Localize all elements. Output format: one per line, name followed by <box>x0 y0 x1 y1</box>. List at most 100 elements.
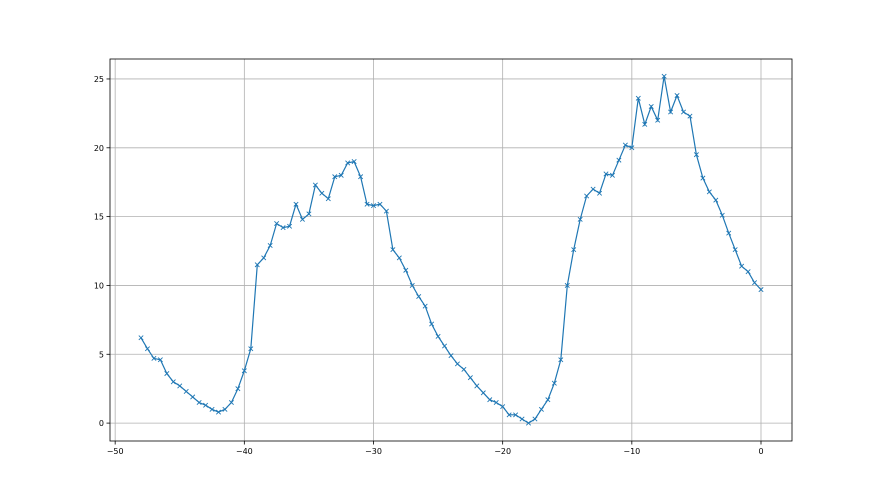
data-point <box>274 220 280 227</box>
data-point <box>726 230 732 236</box>
data-point <box>429 321 435 327</box>
data-point <box>545 397 551 403</box>
data-point <box>358 174 364 180</box>
data-point <box>190 394 196 400</box>
data-point <box>299 216 305 222</box>
data-point <box>370 203 377 209</box>
data-point <box>306 211 312 217</box>
data-point <box>467 375 473 381</box>
data-point <box>674 92 680 98</box>
data-point <box>642 121 648 127</box>
plot-frame <box>109 58 793 442</box>
data-point <box>668 109 674 115</box>
x-tick-label: −30 <box>365 447 382 456</box>
data-point <box>442 343 448 349</box>
data-point <box>603 171 609 177</box>
data-point <box>325 196 331 202</box>
data-point <box>487 397 493 403</box>
data-point <box>215 409 222 415</box>
series-line <box>140 76 762 424</box>
data-point <box>203 402 209 408</box>
data-point <box>493 399 499 405</box>
data-point <box>183 388 189 394</box>
data-point <box>332 174 338 180</box>
y-tick-label: 15 <box>94 213 104 222</box>
data-point <box>151 355 157 361</box>
data-point <box>532 416 538 422</box>
data-point <box>377 201 383 207</box>
data-point <box>170 379 176 385</box>
data-point <box>609 172 615 178</box>
data-point <box>177 383 183 389</box>
data-point <box>506 412 512 418</box>
data-point <box>144 346 150 352</box>
data-point <box>351 159 357 165</box>
data-point <box>312 182 318 188</box>
data-point <box>448 353 454 359</box>
x-tick-label: −50 <box>107 447 124 456</box>
data-point <box>287 223 293 229</box>
data-point <box>655 117 661 123</box>
data-point <box>293 201 299 207</box>
data-point <box>435 333 441 339</box>
data-point <box>422 303 428 309</box>
data-point <box>629 145 635 151</box>
data-point <box>196 399 202 405</box>
grid <box>110 59 792 441</box>
data-point <box>454 361 460 367</box>
data-point <box>416 293 422 299</box>
data-point <box>241 368 247 374</box>
data-point <box>584 193 590 199</box>
data-point <box>319 190 325 196</box>
data-point <box>390 247 396 253</box>
data-point <box>280 225 286 231</box>
data-point <box>345 160 351 166</box>
data-point <box>687 113 693 119</box>
data-point <box>500 404 506 410</box>
data-point <box>228 399 234 405</box>
data-point <box>590 186 596 192</box>
y-tick-label: 0 <box>99 419 104 428</box>
y-tick-label: 10 <box>94 281 104 290</box>
data-point <box>745 269 751 275</box>
data-point <box>752 280 758 286</box>
data-point <box>222 406 228 412</box>
data-point <box>680 109 687 115</box>
y-tick-label: 25 <box>94 75 104 84</box>
x-tick-label: −40 <box>236 447 253 456</box>
data-point <box>267 243 273 249</box>
data-point <box>525 420 532 426</box>
data-point <box>480 390 486 396</box>
data-point <box>719 212 725 218</box>
axis-ticks: −50 −40 −30 −20 −10 0 0 5 10 15 20 25 <box>94 75 764 456</box>
data-point <box>564 282 570 288</box>
data-point <box>739 263 745 269</box>
data-point <box>616 157 622 163</box>
data-point <box>706 189 712 195</box>
data-point <box>396 255 402 261</box>
y-tick-label: 20 <box>94 144 104 153</box>
x-tick-label: −10 <box>623 447 640 456</box>
data-point <box>383 208 389 214</box>
series <box>138 73 764 426</box>
data-point <box>551 380 557 386</box>
x-tick-label: −20 <box>494 447 511 456</box>
data-point <box>164 371 170 377</box>
data-point <box>513 412 519 418</box>
data-point <box>558 357 564 363</box>
data-point <box>713 197 719 203</box>
data-point <box>254 262 260 268</box>
data-point <box>519 416 525 422</box>
data-point <box>474 383 480 389</box>
data-point <box>648 103 654 110</box>
data-point <box>622 142 628 148</box>
data-point <box>338 172 344 178</box>
data-point <box>577 216 583 222</box>
data-point <box>409 282 415 288</box>
data-point <box>732 247 738 253</box>
data-point <box>138 335 144 341</box>
data-point <box>700 175 706 181</box>
x-tick-label: 0 <box>758 447 763 456</box>
data-point <box>209 406 215 412</box>
